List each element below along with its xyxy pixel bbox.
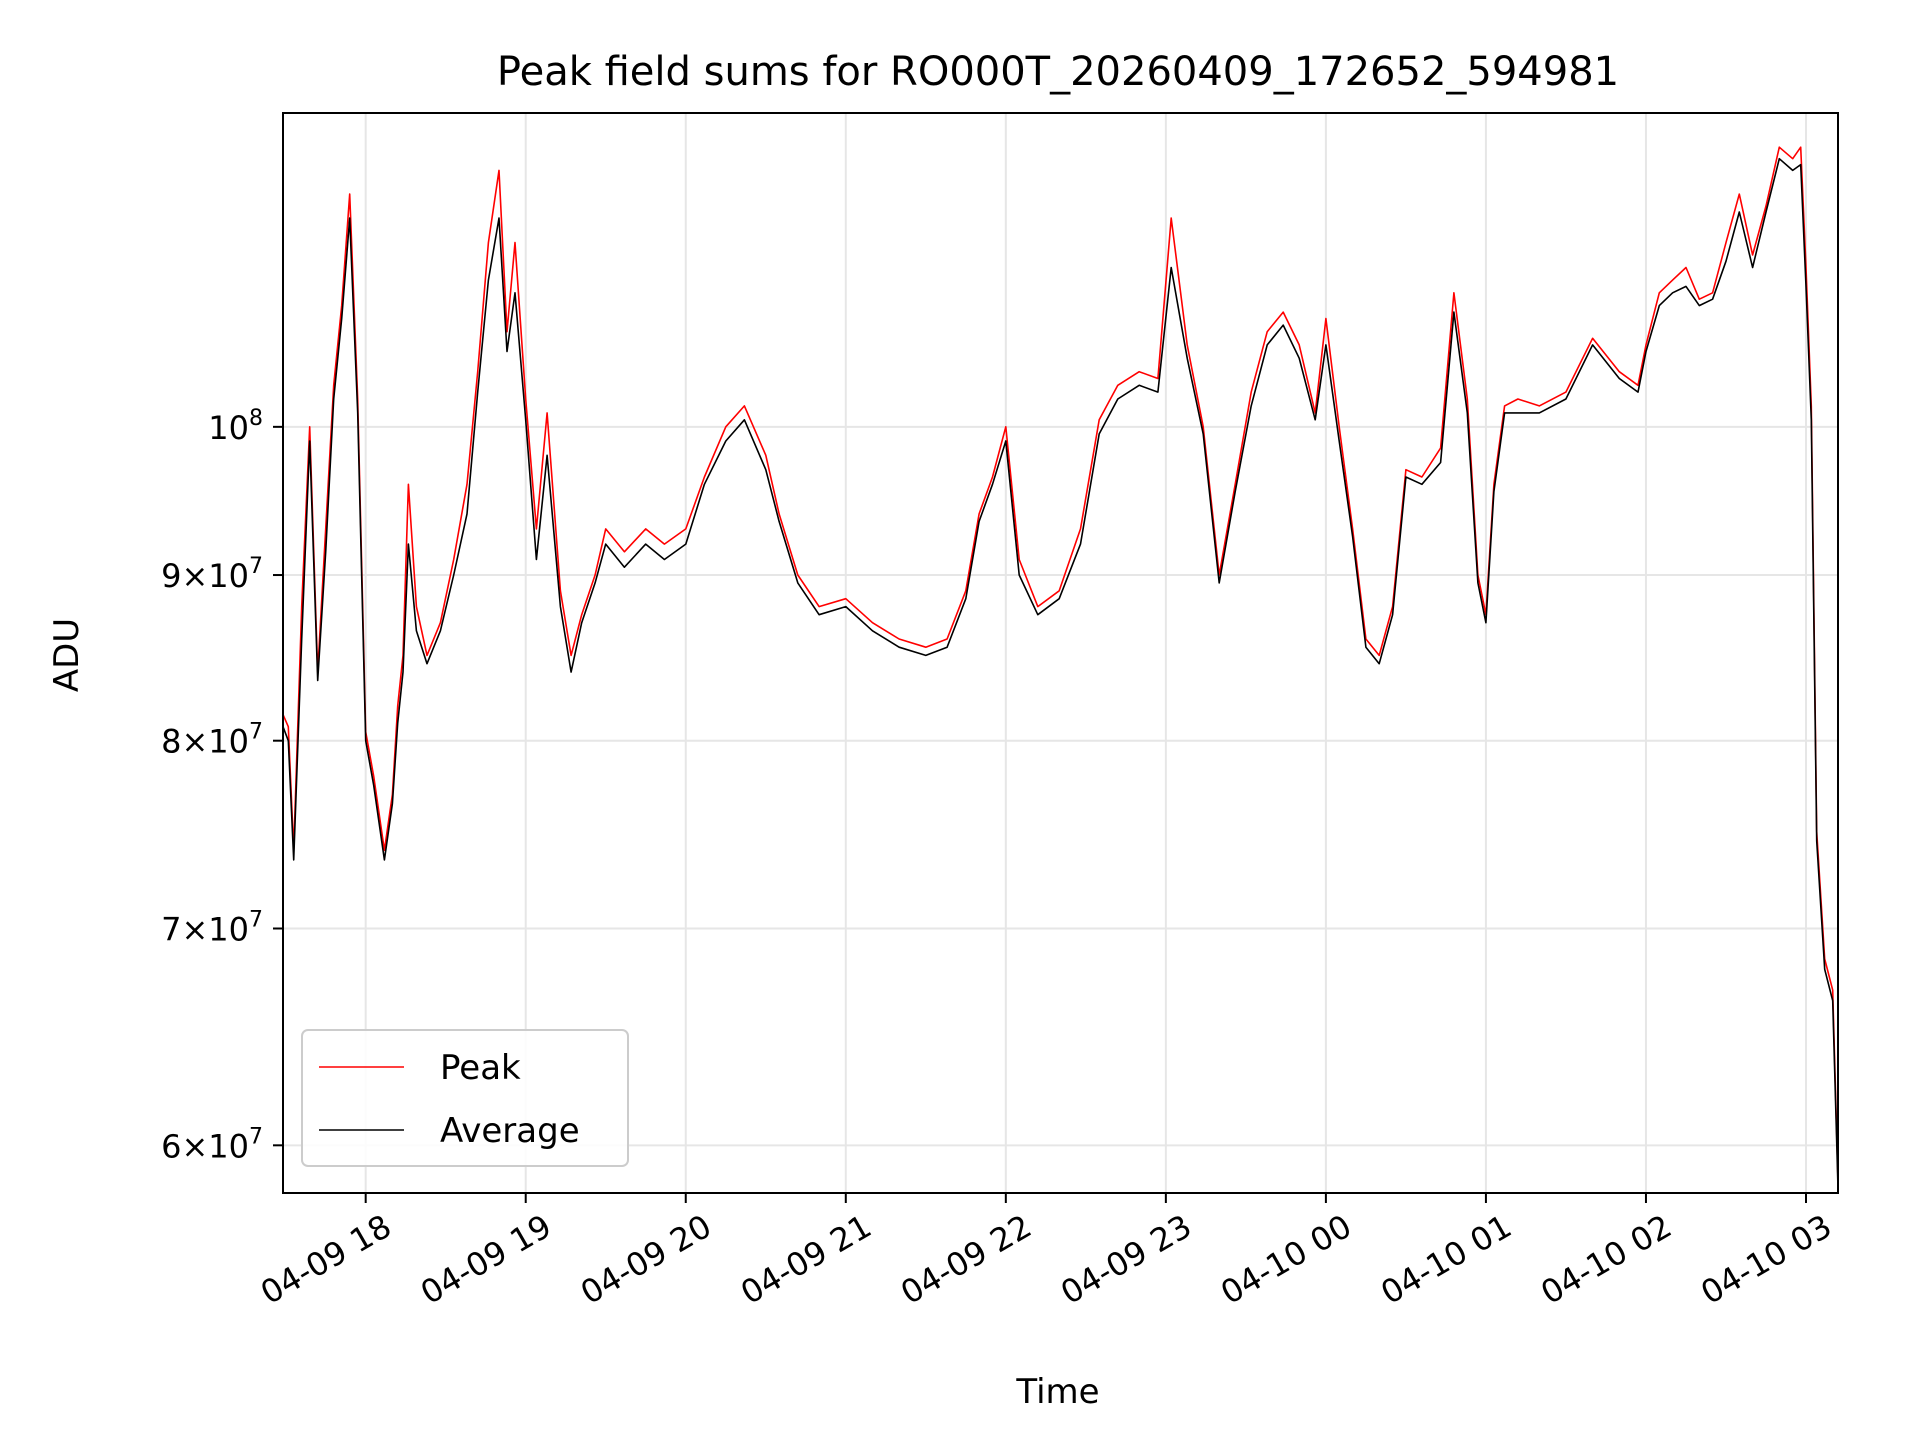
y-tick-label: 9×107 bbox=[161, 554, 263, 595]
y-tick-label: 8×107 bbox=[161, 720, 263, 761]
y-tick-label: 6×107 bbox=[161, 1124, 263, 1165]
y-axis-label: ADU bbox=[47, 618, 87, 692]
series-line-average bbox=[282, 157, 1839, 1189]
legend-box bbox=[301, 1029, 629, 1167]
legend: Peak Average bbox=[301, 1029, 629, 1167]
chart-title: Peak field sums for RO000T_20260409_1726… bbox=[497, 49, 1619, 95]
x-axis-label: Time bbox=[1015, 1372, 1099, 1412]
plot-area-frame bbox=[282, 112, 1839, 1194]
series-line-peak bbox=[282, 146, 1839, 1181]
y-tick-label: 7×107 bbox=[161, 908, 263, 949]
legend-label-peak: Peak bbox=[440, 1048, 521, 1088]
series-layer bbox=[282, 146, 1839, 1189]
grid bbox=[283, 113, 1838, 1193]
legend-label-average: Average bbox=[440, 1111, 580, 1151]
